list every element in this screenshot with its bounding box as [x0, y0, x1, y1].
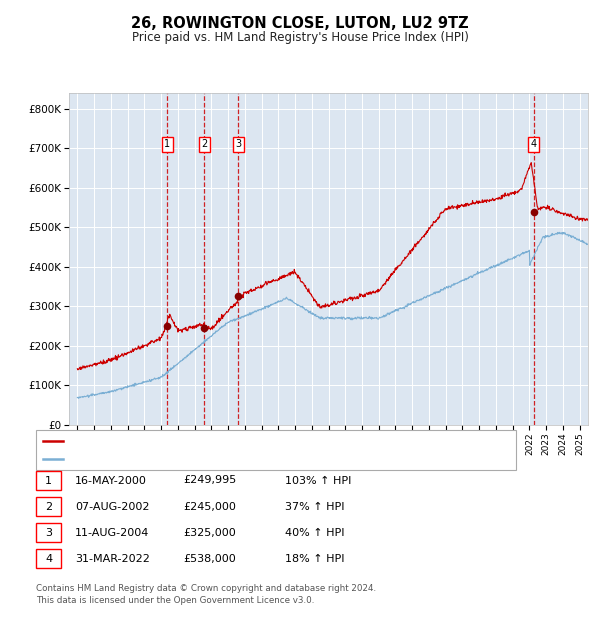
Text: 07-AUG-2002: 07-AUG-2002: [75, 502, 149, 512]
Text: 2: 2: [45, 502, 52, 512]
Text: 16-MAY-2000: 16-MAY-2000: [75, 476, 147, 485]
Text: £325,000: £325,000: [183, 528, 236, 538]
Text: 40% ↑ HPI: 40% ↑ HPI: [285, 528, 344, 538]
Text: 1: 1: [164, 140, 170, 149]
Text: 4: 4: [45, 554, 52, 564]
Text: 37% ↑ HPI: 37% ↑ HPI: [285, 502, 344, 512]
Text: £245,000: £245,000: [183, 502, 236, 512]
Text: 26, ROWINGTON CLOSE, LUTON, LU2 9TZ (detached house): 26, ROWINGTON CLOSE, LUTON, LU2 9TZ (det…: [67, 436, 377, 446]
Text: 103% ↑ HPI: 103% ↑ HPI: [285, 476, 352, 485]
Text: 4: 4: [530, 140, 536, 149]
Text: HPI: Average price, detached house, Luton: HPI: Average price, detached house, Luto…: [67, 454, 289, 464]
Text: £538,000: £538,000: [183, 554, 236, 564]
Text: 2: 2: [202, 140, 208, 149]
Text: 3: 3: [45, 528, 52, 538]
Text: Contains HM Land Registry data © Crown copyright and database right 2024.
This d: Contains HM Land Registry data © Crown c…: [36, 584, 376, 605]
Text: 31-MAR-2022: 31-MAR-2022: [75, 554, 150, 564]
Text: 3: 3: [235, 140, 241, 149]
Text: £249,995: £249,995: [183, 476, 236, 485]
Text: 11-AUG-2004: 11-AUG-2004: [75, 528, 149, 538]
Text: Price paid vs. HM Land Registry's House Price Index (HPI): Price paid vs. HM Land Registry's House …: [131, 31, 469, 44]
Text: 18% ↑ HPI: 18% ↑ HPI: [285, 554, 344, 564]
Text: 1: 1: [45, 476, 52, 485]
Text: 26, ROWINGTON CLOSE, LUTON, LU2 9TZ: 26, ROWINGTON CLOSE, LUTON, LU2 9TZ: [131, 16, 469, 30]
